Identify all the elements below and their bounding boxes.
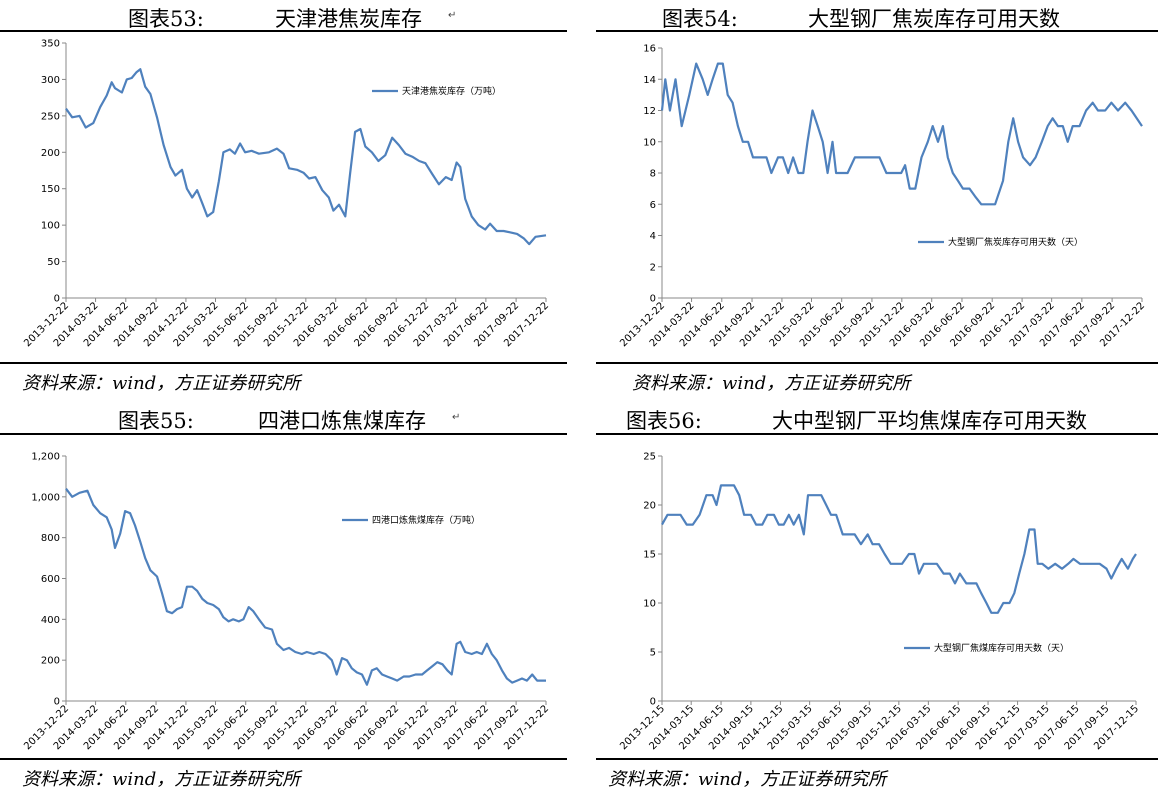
title-rule (596, 433, 1158, 435)
y-tick-label: 1,200 (31, 452, 60, 463)
source-rule (596, 362, 1158, 364)
y-tick-label: 14 (643, 75, 656, 86)
source-rule (596, 758, 1158, 760)
paragraph-mark-icon: ↵ (452, 412, 461, 423)
title-rule (596, 30, 1158, 32)
y-tick-label: 0 (54, 697, 60, 708)
source-note: 资料来源：wind，方正证券研究所 (608, 769, 887, 790)
y-tick-label: 6 (650, 200, 656, 211)
source-rule (0, 758, 567, 760)
chart-title: 大中型钢厂平均焦煤库存可用天数 (772, 409, 1087, 433)
y-tick-label: 250 (41, 111, 60, 122)
source-note: 资料来源：wind，方正证券研究所 (22, 769, 301, 790)
legend-label: 四港口炼焦煤库存（万吨） (372, 514, 480, 526)
y-tick-label: 20 (643, 501, 656, 512)
y-tick-label: 300 (41, 75, 60, 86)
legend-label: 大型钢厂焦煤库存可用天数（天） (934, 642, 1069, 654)
y-tick-label: 2 (650, 262, 656, 273)
y-tick-label: 25 (643, 452, 656, 463)
y-tick-label: 4 (650, 231, 656, 242)
y-tick-label: 100 (41, 221, 60, 232)
y-tick-label: 10 (643, 599, 656, 610)
y-tick-label: 0 (54, 294, 60, 305)
line-chart: 02468101214162013-12-222014-03-222014-06… (618, 44, 1147, 350)
y-tick-label: 1,000 (31, 492, 60, 503)
source-rule (0, 362, 567, 364)
series-line (65, 68, 547, 246)
y-tick-label: 50 (47, 257, 60, 268)
y-tick-label: 8 (650, 169, 656, 180)
chart-title: 四港口炼焦煤库存 (258, 409, 426, 433)
y-tick-label: 150 (41, 184, 60, 195)
y-tick-label: 600 (41, 574, 60, 585)
chart-heading: 图表56: (626, 409, 702, 433)
line-chart: 05101520252013-12-152014-03-152014-06-15… (618, 452, 1141, 753)
y-tick-label: 200 (41, 656, 60, 667)
y-tick-label: 350 (41, 39, 60, 50)
y-tick-label: 0 (650, 697, 656, 708)
legend-label: 天津港焦炭库存（万吨） (402, 85, 501, 97)
series-line (65, 488, 546, 686)
title-rule (0, 30, 567, 32)
y-tick-label: 15 (643, 550, 656, 561)
line-chart: 0501001502002503003502013-12-222014-03-2… (22, 39, 551, 350)
y-tick-label: 16 (643, 44, 656, 55)
series-line (660, 62, 1143, 206)
source-note: 资料来源：wind，方正证券研究所 (22, 373, 301, 394)
y-tick-label: 0 (650, 294, 656, 305)
chart-heading: 图表54: (662, 7, 738, 31)
y-tick-label: 400 (41, 615, 60, 626)
legend-label: 大型钢厂焦炭库存可用天数（天） (948, 236, 1083, 248)
y-tick-label: 10 (643, 137, 656, 148)
y-tick-label: 200 (41, 148, 60, 159)
y-tick-label: 5 (650, 648, 656, 659)
chart-title: 天津港焦炭库存 (275, 7, 422, 31)
line-chart: 02004006008001,0001,2002013-12-222014-03… (22, 452, 551, 753)
y-tick-label: 800 (41, 533, 60, 544)
chart-heading: 图表53: (128, 7, 204, 31)
y-tick-label: 12 (643, 106, 656, 117)
paragraph-mark-icon: ↵ (448, 10, 457, 21)
title-rule (0, 433, 567, 435)
series-line (661, 484, 1137, 614)
chart-heading: 图表55: (118, 409, 194, 433)
source-note: 资料来源：wind，方正证券研究所 (632, 373, 911, 394)
chart-title: 大型钢厂焦炭库存可用天数 (808, 7, 1060, 31)
